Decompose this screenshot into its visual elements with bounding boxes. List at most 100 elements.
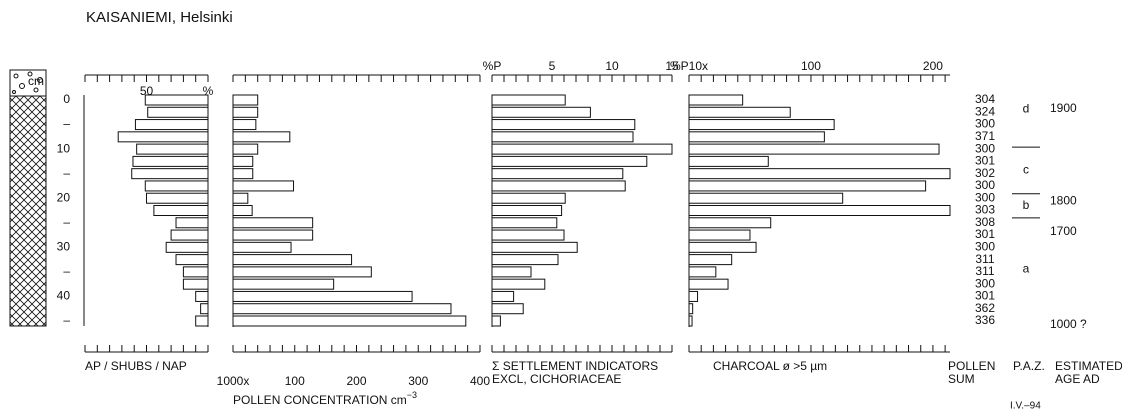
signature: I.V.–94 — [1010, 401, 1041, 412]
depth-tick-label: 0 — [63, 92, 70, 106]
bar — [689, 193, 843, 203]
bar — [233, 132, 290, 142]
bar — [201, 304, 208, 314]
bar — [689, 169, 950, 179]
x-tick-label: 1000x — [217, 374, 250, 388]
bar — [233, 156, 253, 166]
bar — [233, 230, 313, 240]
age-label: 1000 ? — [1050, 317, 1087, 331]
bar — [492, 230, 564, 240]
bar — [132, 169, 208, 179]
bar — [233, 95, 258, 105]
bar — [233, 169, 253, 179]
age-axis-label: AGE AD — [1055, 372, 1100, 386]
bar — [492, 255, 558, 265]
bar — [689, 120, 834, 130]
x-tick-label: 100 — [801, 59, 821, 73]
bar — [118, 132, 208, 142]
bar — [689, 95, 743, 105]
bar — [196, 316, 208, 326]
bar — [492, 304, 523, 314]
bar — [689, 206, 950, 216]
age-axis-label: ESTIMATED — [1055, 359, 1122, 373]
bar — [492, 95, 565, 105]
bar — [492, 218, 557, 228]
x-tick-label: 5 — [549, 59, 556, 73]
bar — [492, 144, 672, 154]
x-axis-label-sup: −3 — [407, 390, 417, 400]
bar — [166, 242, 208, 252]
bar — [689, 291, 698, 301]
bar — [147, 193, 209, 203]
depth-tick-label: 20 — [57, 190, 71, 204]
bar — [689, 144, 939, 154]
bar — [492, 156, 647, 166]
bar — [233, 144, 258, 154]
depth-tick-label: – — [63, 215, 70, 229]
x-axis-label: Σ SETTLEMENT INDICATORS — [492, 359, 658, 373]
age-label: 1800 — [1050, 193, 1077, 207]
bar — [492, 193, 565, 203]
bar — [176, 255, 208, 265]
bar — [492, 169, 623, 179]
bar — [492, 206, 562, 216]
bar — [233, 267, 371, 277]
zone-label: a — [1023, 262, 1030, 276]
pollen-sum: 336 — [975, 313, 995, 327]
bar — [233, 218, 313, 228]
bar — [196, 291, 208, 301]
bar — [492, 107, 590, 117]
bar — [689, 218, 771, 228]
bar — [183, 267, 208, 277]
bar — [492, 242, 577, 252]
bar — [233, 279, 334, 289]
x-axis-label: POLLEN CONCENTRATION cm−3 — [233, 390, 417, 407]
x-axis-label: CHARCOAL ø >5 µm — [713, 359, 827, 373]
x-tick-label: 200 — [923, 59, 943, 73]
bar — [689, 156, 768, 166]
bar — [154, 206, 208, 216]
bar — [689, 107, 790, 117]
bar — [689, 316, 692, 326]
x-tick-label: 10 — [605, 59, 619, 73]
x-tick-label: %P10x — [670, 59, 708, 73]
depth-tick-label: 10 — [57, 141, 71, 155]
bar — [137, 144, 208, 154]
bar — [689, 132, 824, 142]
bar — [183, 279, 208, 289]
bar — [689, 230, 750, 240]
bar — [689, 279, 728, 289]
pollen-sum-label: SUM — [948, 372, 975, 386]
bar — [233, 120, 256, 130]
x-axis-label: AP / SHUBS / NAP — [85, 359, 187, 373]
bar — [492, 120, 635, 130]
zone-label: c — [1023, 163, 1029, 177]
title: KAISANIEMI, Helsinki — [86, 9, 233, 26]
bar — [233, 107, 258, 117]
bar — [492, 181, 625, 191]
bar — [133, 156, 208, 166]
x-tick-label: 100 — [285, 374, 305, 388]
depth-tick-label: – — [63, 264, 70, 278]
depth-tick-label: – — [63, 117, 70, 131]
pollen-sum-label: POLLEN — [948, 359, 995, 373]
age-label: 1700 — [1050, 224, 1077, 238]
bar — [233, 291, 412, 301]
bar — [233, 255, 352, 265]
bar — [492, 279, 545, 289]
paz-label: P.A.Z. — [1013, 359, 1045, 373]
age-label: 1900 — [1050, 101, 1077, 115]
x-tick-label: 400 — [470, 374, 490, 388]
x-axis-label: EXCL, CICHORIACEAE — [492, 372, 621, 386]
bar — [145, 95, 208, 105]
depth-tick-label: 30 — [57, 240, 71, 254]
bar — [492, 267, 531, 277]
bar — [689, 267, 716, 277]
bar — [233, 193, 248, 203]
bar — [689, 304, 693, 314]
pollen-diagram: KAISANIEMI, Helsinki cm0–10–20–30–40–50%… — [0, 0, 1122, 412]
bar — [233, 242, 291, 252]
depth-tick-label: – — [63, 166, 70, 180]
zone-label: b — [1023, 198, 1030, 212]
depth-tick-label: 40 — [57, 289, 71, 303]
